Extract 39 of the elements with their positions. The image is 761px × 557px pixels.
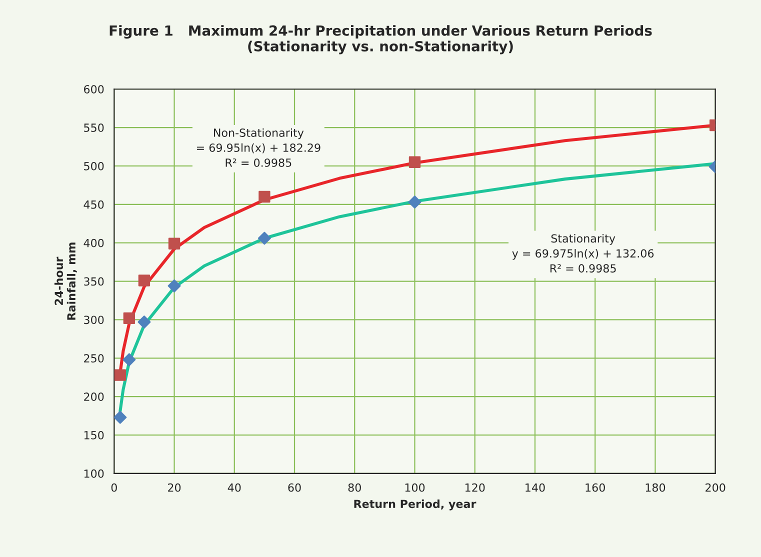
y-tick-label: 100 [84, 469, 104, 478]
x-tick-label: 180 [646, 483, 666, 492]
x-tick-label: 200 [706, 483, 726, 492]
x-tick-label: 40 [228, 483, 241, 492]
point [122, 353, 136, 366]
x-tick-label: 120 [465, 483, 485, 492]
point [168, 238, 180, 250]
y-tick-label: 350 [84, 277, 104, 286]
x-tick-label: 100 [405, 483, 425, 492]
point [408, 156, 421, 168]
point [138, 316, 151, 329]
y-tick-label: 150 [84, 430, 104, 440]
y-tick-label: 200 [84, 392, 104, 401]
y-tick-label: 600 [84, 85, 104, 94]
y-tick-label: 550 [84, 124, 104, 132]
point [114, 410, 127, 424]
point [258, 232, 271, 245]
point [123, 312, 136, 324]
point [408, 196, 422, 209]
y-axis-title: 24-hour Rainfall, mm [54, 242, 77, 320]
y-tick-label: 300 [84, 316, 104, 324]
x-axis-title: Return Period, year [354, 499, 476, 510]
x-tick-label: 20 [168, 483, 181, 492]
x-tick-label: 140 [526, 483, 545, 492]
y-tick-label: 400 [84, 238, 104, 248]
annotation: Non-Stationarity = 69.95ln(x) + 182.29 R² = 0.9985 [196, 128, 320, 167]
y-tick-label: 250 [84, 354, 104, 363]
y-tick-label: 500 [84, 162, 104, 170]
point [168, 279, 181, 292]
y-tick-label: 450 [84, 200, 104, 209]
x-tick-label: 80 [348, 483, 361, 492]
x-tick-label: 0 [111, 483, 117, 492]
point [258, 190, 270, 203]
chart-title: Figure 1 Maximum 24-hr Precipitation under Various Return Periods (Stationarity vs. non-Stationarity) [110, 25, 652, 54]
point [138, 274, 150, 286]
annotation: Stationarity y = 69.975ln(x) + 132.06 R² = 0.9985 [512, 234, 654, 273]
x-tick-label: 160 [586, 483, 605, 492]
point [114, 369, 126, 381]
x-tick-label: 60 [288, 483, 301, 492]
